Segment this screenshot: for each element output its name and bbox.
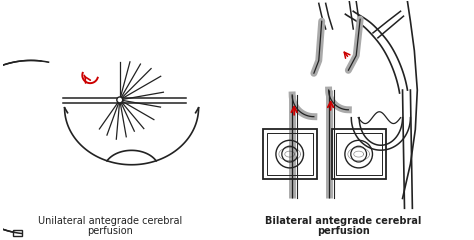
Text: perfusion: perfusion: [317, 226, 370, 236]
Bar: [13, 230, 22, 236]
Text: Bilateral antegrade cerebral: Bilateral antegrade cerebral: [265, 216, 421, 226]
Bar: [336, 133, 382, 175]
Bar: [332, 129, 386, 179]
Bar: [263, 129, 317, 179]
Text: perfusion: perfusion: [87, 226, 133, 236]
Bar: [266, 133, 313, 175]
Circle shape: [117, 97, 123, 103]
Text: Unilateral antegrade cerebral: Unilateral antegrade cerebral: [38, 216, 182, 226]
